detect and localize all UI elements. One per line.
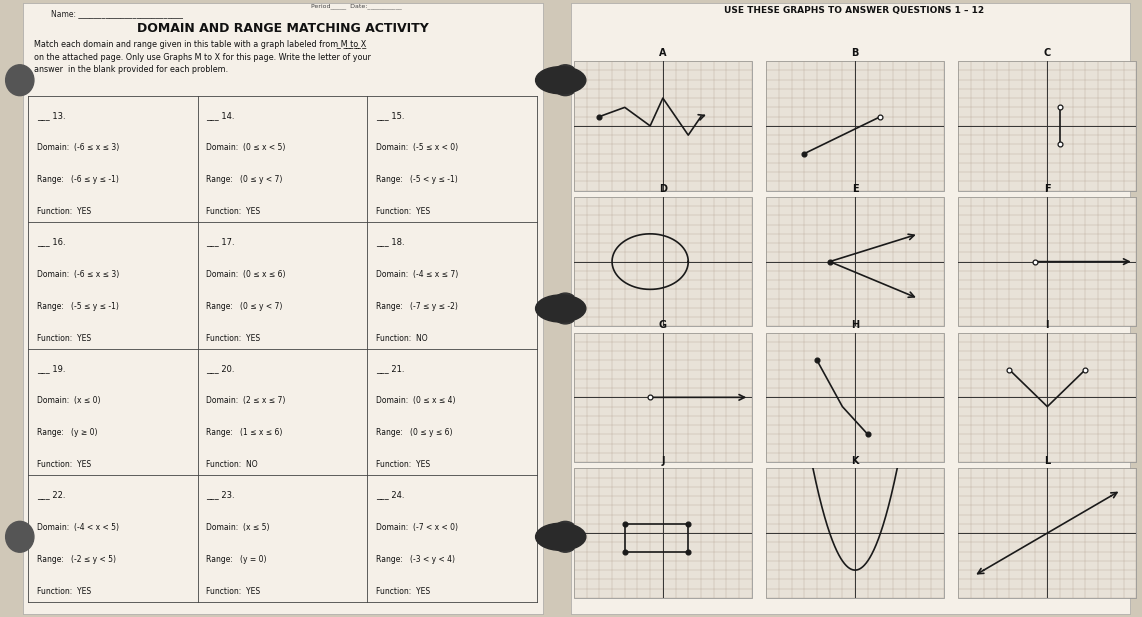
Text: DOMAIN AND RANGE MATCHING ACTIVITY: DOMAIN AND RANGE MATCHING ACTIVITY	[137, 22, 428, 35]
Text: Domain:  (-6 ≤ x ≤ 3): Domain: (-6 ≤ x ≤ 3)	[37, 143, 119, 152]
Text: Domain:  (0 ≤ x ≤ 4): Domain: (0 ≤ x ≤ 4)	[376, 396, 456, 405]
Text: Range:   (-6 ≤ y ≤ -1): Range: (-6 ≤ y ≤ -1)	[37, 175, 119, 184]
Text: Range:   (0 ≤ y < 7): Range: (0 ≤ y < 7)	[207, 175, 283, 184]
Text: Function:  YES: Function: YES	[376, 587, 431, 596]
Text: Function:  YES: Function: YES	[207, 587, 260, 596]
Text: ___ 17.: ___ 17.	[207, 238, 235, 247]
Text: Function:  NO: Function: NO	[207, 460, 258, 470]
Text: Domain:  (x ≤ 5): Domain: (x ≤ 5)	[207, 523, 270, 532]
Circle shape	[550, 293, 580, 324]
Text: ___ 24.: ___ 24.	[376, 491, 404, 500]
Text: ___ 13.: ___ 13.	[37, 111, 65, 120]
Text: Domain:  (-4 ≤ x ≤ 7): Domain: (-4 ≤ x ≤ 7)	[376, 270, 458, 279]
Text: ___ 15.: ___ 15.	[376, 111, 404, 120]
Text: L: L	[1044, 456, 1051, 466]
Text: Domain:  (-7 < x < 0): Domain: (-7 < x < 0)	[376, 523, 458, 532]
Text: Domain:  (0 ≤ x ≤ 6): Domain: (0 ≤ x ≤ 6)	[207, 270, 286, 279]
Text: Function:  YES: Function: YES	[207, 207, 260, 217]
Text: Range:   (-7 ≤ y ≤ -2): Range: (-7 ≤ y ≤ -2)	[376, 302, 458, 311]
Text: ___ 18.: ___ 18.	[376, 238, 404, 247]
Text: ___ 22.: ___ 22.	[37, 491, 65, 500]
Text: G: G	[659, 320, 667, 330]
Text: Domain:  (-6 ≤ x ≤ 3): Domain: (-6 ≤ x ≤ 3)	[37, 270, 119, 279]
Text: Range:   (-5 < y ≤ -1): Range: (-5 < y ≤ -1)	[376, 175, 458, 184]
Text: USE THESE GRAPHS TO ANSWER QUESTIONS 1 – 12: USE THESE GRAPHS TO ANSWER QUESTIONS 1 –…	[724, 6, 983, 15]
Text: Function:  YES: Function: YES	[207, 334, 260, 343]
Text: D: D	[659, 184, 667, 194]
Text: Range:   (-5 ≤ y ≤ -1): Range: (-5 ≤ y ≤ -1)	[37, 302, 119, 311]
Text: A: A	[659, 49, 667, 59]
Text: Domain:  (-4 < x < 5): Domain: (-4 < x < 5)	[37, 523, 119, 532]
Text: C: C	[1044, 49, 1051, 59]
Text: Range:   (-3 < y < 4): Range: (-3 < y < 4)	[376, 555, 455, 564]
Text: ___ 14.: ___ 14.	[207, 111, 235, 120]
Text: Domain:  (0 ≤ x < 5): Domain: (0 ≤ x < 5)	[207, 143, 286, 152]
Text: ___ 23.: ___ 23.	[207, 491, 235, 500]
Text: ___ 19.: ___ 19.	[37, 364, 65, 373]
Text: Function:  YES: Function: YES	[37, 460, 91, 470]
Text: ___ 21.: ___ 21.	[376, 364, 404, 373]
Text: H: H	[851, 320, 859, 330]
Text: Range:   (1 ≤ x ≤ 6): Range: (1 ≤ x ≤ 6)	[207, 428, 283, 437]
Text: K: K	[851, 456, 859, 466]
Text: Function:  YES: Function: YES	[37, 587, 91, 596]
Text: Name: ___________________________: Name: ___________________________	[51, 9, 183, 19]
Text: Function:  NO: Function: NO	[376, 334, 427, 343]
Text: Function:  YES: Function: YES	[37, 207, 91, 217]
Text: Function:  YES: Function: YES	[376, 207, 431, 217]
Text: Function:  YES: Function: YES	[376, 460, 431, 470]
Text: Function:  YES: Function: YES	[37, 334, 91, 343]
Text: B: B	[852, 49, 859, 59]
Circle shape	[6, 521, 34, 552]
Text: F: F	[1044, 184, 1051, 194]
Circle shape	[6, 65, 34, 96]
Text: Domain:  (-5 ≤ x < 0): Domain: (-5 ≤ x < 0)	[376, 143, 458, 152]
Text: I: I	[1046, 320, 1049, 330]
Text: Range:   (y = 0): Range: (y = 0)	[207, 555, 267, 564]
Text: Range:   (-2 ≤ y < 5): Range: (-2 ≤ y < 5)	[37, 555, 115, 564]
Text: ___ 20.: ___ 20.	[207, 364, 235, 373]
Circle shape	[550, 521, 580, 552]
Circle shape	[550, 65, 580, 96]
Text: Range:   (0 ≤ y < 7): Range: (0 ≤ y < 7)	[207, 302, 283, 311]
Text: Range:   (y ≥ 0): Range: (y ≥ 0)	[37, 428, 97, 437]
Text: Match each domain and range given in this table with a graph labeled from ̲M̲ ̲t: Match each domain and range given in thi…	[34, 40, 371, 74]
Text: J: J	[661, 456, 665, 466]
Text: Period_____  Date:___________: Period_____ Date:___________	[311, 3, 402, 9]
Text: ___ 16.: ___ 16.	[37, 238, 65, 247]
Text: Domain:  (x ≤ 0): Domain: (x ≤ 0)	[37, 396, 100, 405]
Text: Range:   (0 ≤ y ≤ 6): Range: (0 ≤ y ≤ 6)	[376, 428, 452, 437]
Text: E: E	[852, 184, 859, 194]
Text: Domain:  (2 ≤ x ≤ 7): Domain: (2 ≤ x ≤ 7)	[207, 396, 286, 405]
